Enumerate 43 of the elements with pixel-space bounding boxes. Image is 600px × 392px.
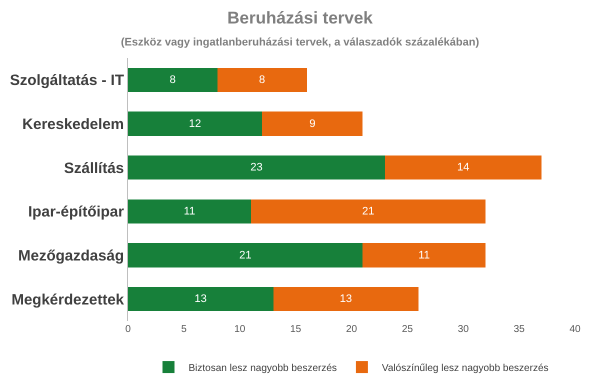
x-tick-label: 30 bbox=[458, 324, 470, 335]
bar bbox=[273, 287, 419, 312]
x-tick-label: 5 bbox=[181, 324, 188, 335]
bar bbox=[262, 112, 363, 136]
y-tick-label: Megkérdezettek bbox=[11, 291, 125, 308]
y-tick-label: Szállítás bbox=[64, 160, 124, 177]
data-label: 12 bbox=[188, 118, 202, 130]
data-label: 11 bbox=[184, 205, 196, 218]
data-label: 13 bbox=[194, 293, 207, 306]
bar bbox=[217, 68, 307, 92]
x-tick-label: 40 bbox=[569, 324, 581, 335]
data-label: 14 bbox=[457, 162, 470, 174]
bar bbox=[385, 156, 542, 180]
bar bbox=[128, 243, 363, 268]
bar bbox=[128, 156, 386, 180]
bar bbox=[128, 287, 274, 312]
x-tick-label: 0 bbox=[125, 324, 132, 335]
bar bbox=[128, 112, 262, 136]
y-tick-label: Mezőgazdaság bbox=[18, 248, 124, 264]
data-label: 23 bbox=[250, 162, 263, 174]
data-label: 8 bbox=[170, 74, 176, 86]
bar bbox=[128, 68, 218, 92]
legend-label: Valószínűleg lesz nagyobb beszerzés bbox=[382, 362, 549, 374]
bar bbox=[128, 199, 251, 224]
x-tick-label: 10 bbox=[234, 324, 246, 335]
x-tick-label: 20 bbox=[346, 324, 358, 335]
x-tick-label: 25 bbox=[402, 324, 414, 335]
data-label: 21 bbox=[362, 205, 374, 218]
y-tick-label: Szolgáltatás - IT bbox=[10, 72, 124, 90]
data-label: 21 bbox=[239, 249, 252, 262]
legend-label: Biztosan lesz nagyobb beszerzés bbox=[188, 362, 337, 374]
data-label: 9 bbox=[309, 118, 316, 130]
x-tick-label: 15 bbox=[290, 324, 302, 335]
data-label: 11 bbox=[418, 249, 430, 262]
chart-title: Beruházási tervek bbox=[227, 8, 374, 28]
bar bbox=[362, 243, 486, 268]
y-tick-label: Ipar-építőipar bbox=[28, 204, 124, 221]
data-label: 8 bbox=[259, 74, 266, 86]
chart-subtitle: (Eszköz vagy ingatlanberuházási tervek, a válaszadók százalékában) bbox=[120, 36, 480, 49]
y-tick-label: Kereskedelem bbox=[22, 116, 124, 133]
bar bbox=[250, 199, 486, 224]
data-label: 13 bbox=[340, 293, 352, 306]
x-tick-label: 35 bbox=[514, 324, 526, 335]
